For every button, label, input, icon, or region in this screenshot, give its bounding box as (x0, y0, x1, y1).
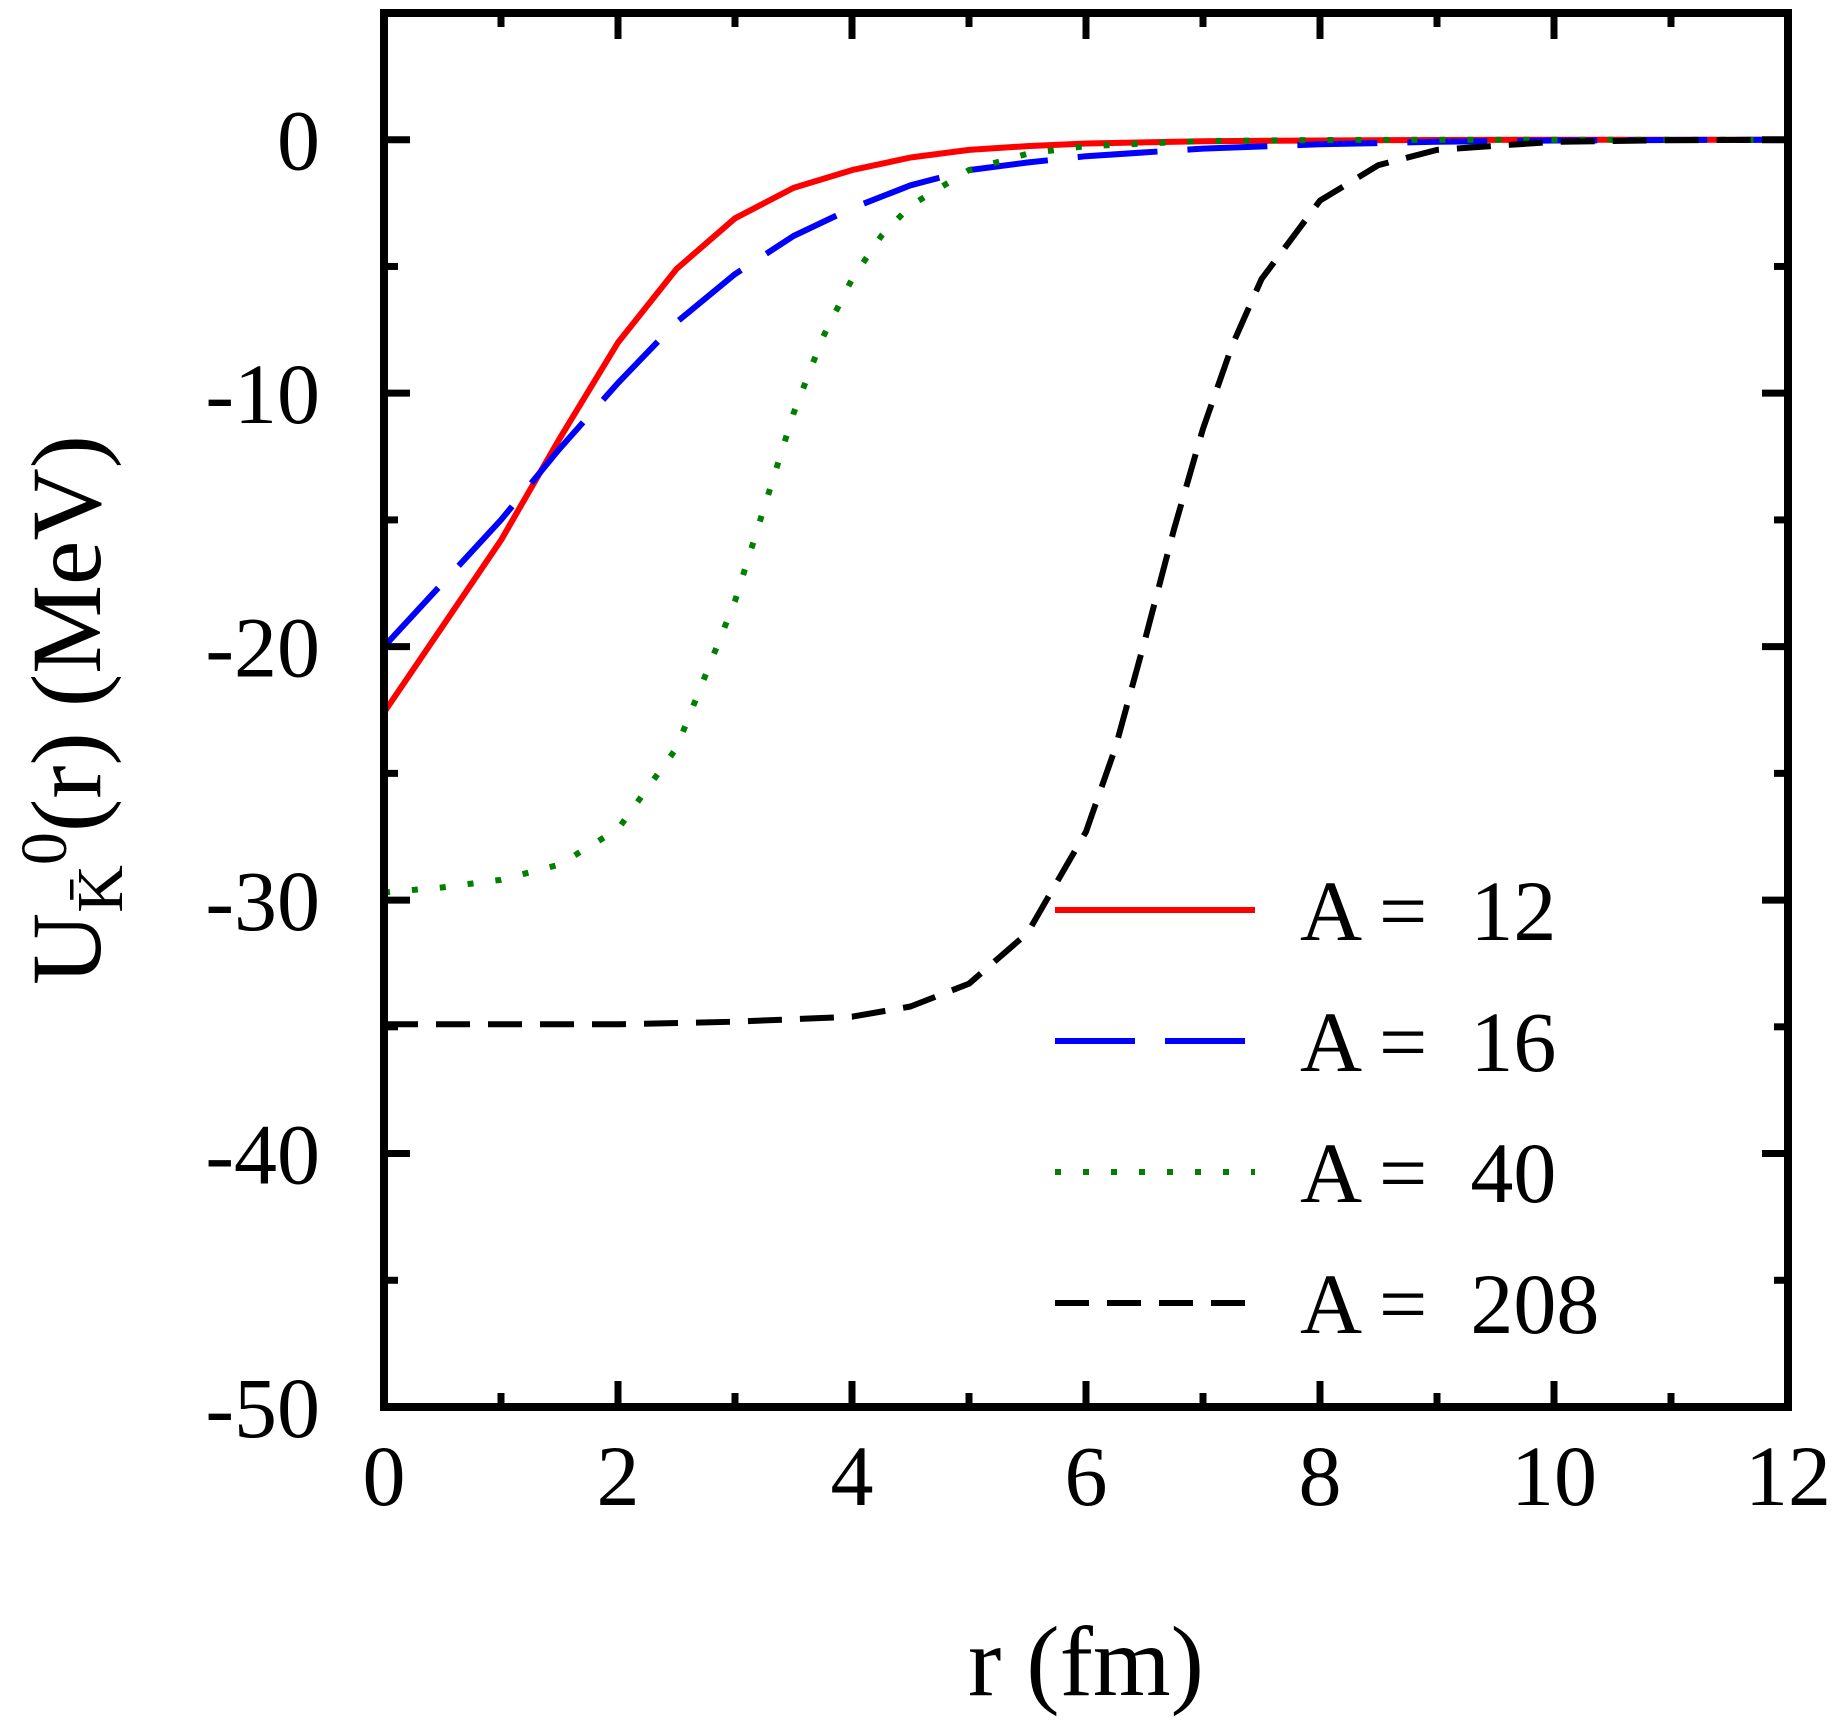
series-line-a-12 (381, 136, 1788, 715)
y-tick-label: -50 (205, 1360, 320, 1456)
y-axis-title: UK̄0(r) (MeV) (8, 435, 137, 985)
legend-label-a-40: A = 40 (1300, 1125, 1556, 1221)
legend: A = 12 A = 16 A = 40 A = 208 (1055, 863, 1599, 1352)
x-axis-title: r (fm) (968, 1606, 1204, 1717)
y-axis-main: U (11, 913, 122, 985)
y-axis-superscript: 0 (8, 832, 81, 865)
y-tick-label: 0 (277, 93, 320, 189)
series-line-a-16 (381, 136, 1789, 649)
x-tick-label: 6 (1065, 1428, 1108, 1524)
x-tick-labels: 0 2 4 6 8 10 12 (363, 1428, 1832, 1524)
legend-label-a-16: A = 16 (1300, 994, 1556, 1090)
x-tick-label: 4 (831, 1428, 874, 1524)
x-tick-label: 12 (1745, 1428, 1831, 1524)
y-tick-label: -10 (205, 346, 320, 442)
x-tick-label: 0 (363, 1428, 406, 1524)
plot-frame (380, 9, 1792, 1411)
x-tick-label: 2 (597, 1428, 640, 1524)
series-line-a-208 (384, 136, 1789, 1028)
y-axis-subscript: K̄ (64, 865, 137, 913)
y-tick-label: -20 (205, 600, 320, 696)
y-tick-label: -40 (205, 1107, 320, 1203)
tick-layer (380, 9, 1792, 1411)
y-tick-labels: 0 -10 -20 -30 -40 -50 (205, 93, 320, 1456)
series-layer (381, 136, 1789, 1028)
legend-label-a-208: A = 208 (1300, 1256, 1599, 1352)
legend-label-a-12: A = 12 (1300, 863, 1556, 959)
y-tick-label: -30 (205, 853, 320, 949)
y-axis-suffix: (r) (MeV) (11, 435, 122, 832)
series-line-a-40 (383, 136, 1788, 896)
x-tick-label: 10 (1511, 1428, 1597, 1524)
x-tick-label: 8 (1299, 1428, 1342, 1524)
